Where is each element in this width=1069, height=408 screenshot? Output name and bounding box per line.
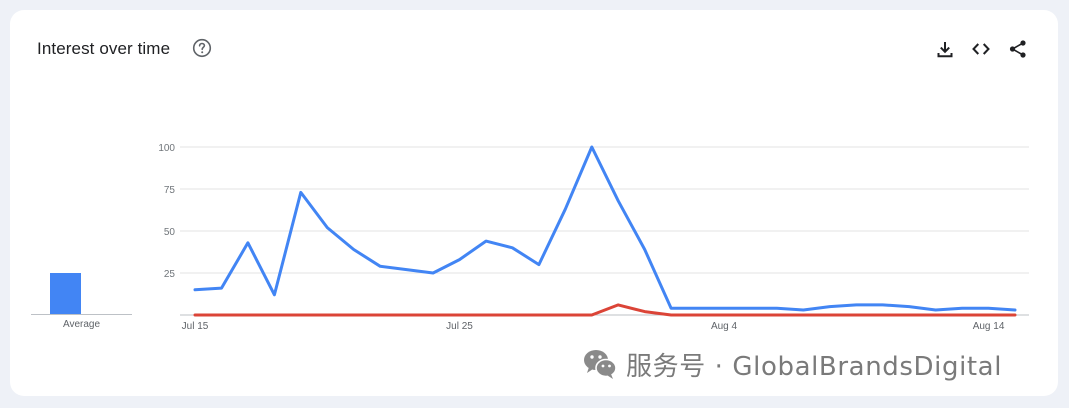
chart-title: Interest over time — [37, 39, 171, 58]
average-label: Average — [62, 319, 101, 330]
wechat-logo — [584, 350, 617, 379]
chart-card: Interest over time Average 25 50 75 100 Jul … — [10, 10, 1058, 396]
y-tick-label: 100 — [158, 143, 175, 154]
line-chart: 25 50 75 100 Jul 15 Jul 25 Aug 4 Aug 14 — [158, 143, 1029, 332]
help-circle-icon[interactable] — [192, 38, 212, 58]
watermark: 服务号 · GlobalBrandsDigital — [582, 344, 1002, 384]
download-icon[interactable] — [934, 38, 956, 60]
average-axis-line — [31, 314, 132, 315]
y-tick-label: 75 — [164, 185, 176, 196]
x-tick-label: Aug 4 — [711, 321, 738, 332]
x-tick-label: Jul 15 — [182, 321, 209, 332]
average-bar — [50, 273, 81, 315]
y-tick-label: 50 — [164, 227, 176, 238]
x-tick-label: Jul 25 — [446, 321, 473, 332]
y-tick-label: 25 — [164, 269, 176, 280]
series-line — [193, 145, 1017, 312]
embed-code-icon[interactable] — [970, 38, 992, 60]
x-tick-label: Aug 14 — [973, 321, 1005, 332]
series-line — [193, 303, 1017, 317]
watermark-text: 服务号 · GlobalBrandsDigital — [626, 351, 1003, 382]
share-icon[interactable] — [1007, 38, 1029, 60]
